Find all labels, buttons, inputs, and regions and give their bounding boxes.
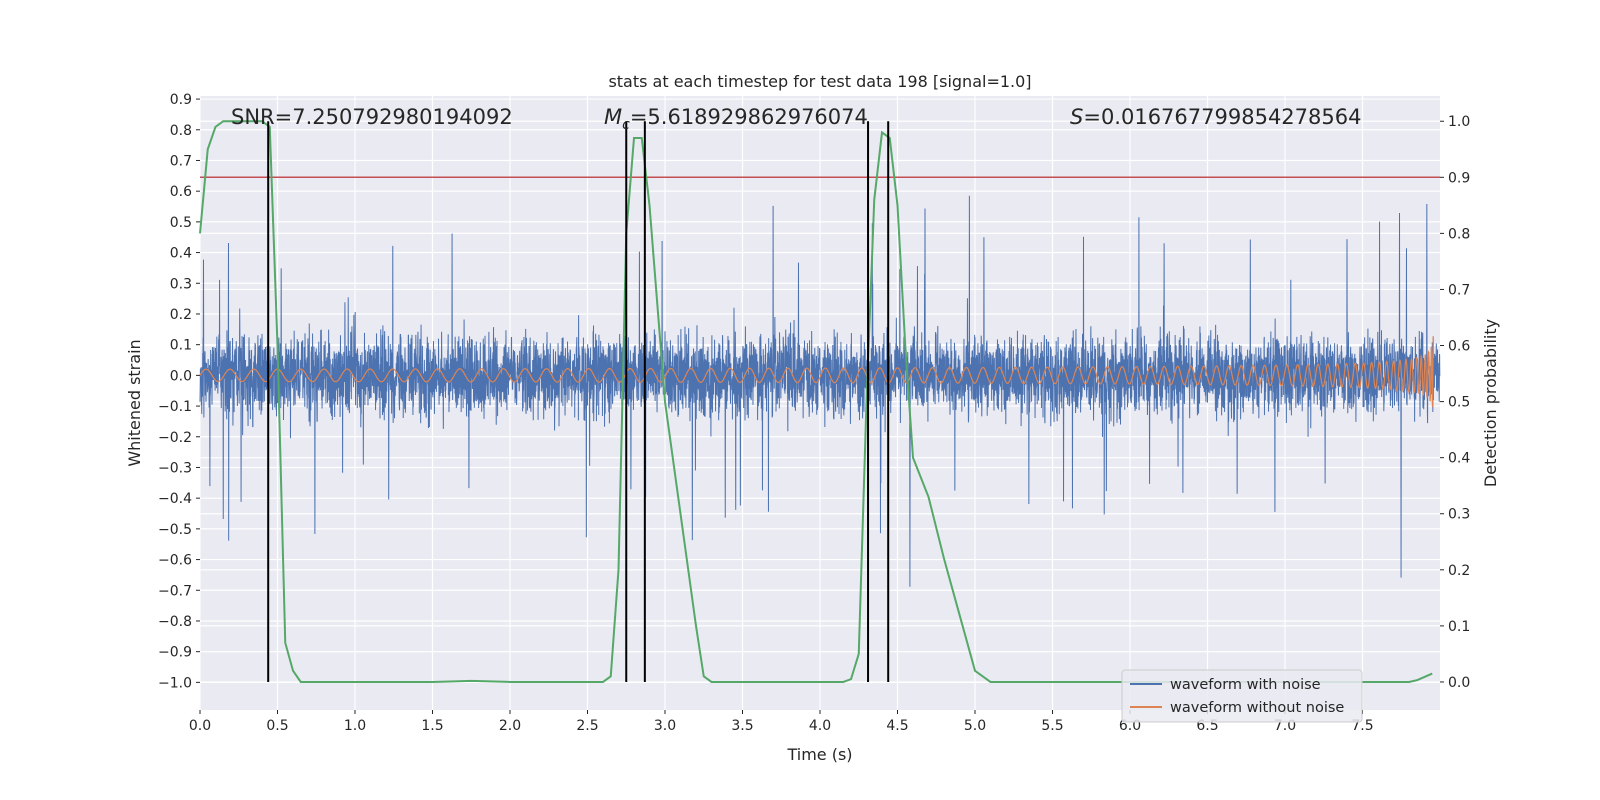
y2-tick-label: 0.9: [1448, 170, 1470, 186]
x-tick-label: 4.5: [886, 718, 908, 734]
detection-probability-line: [199, 120, 1433, 683]
legend: waveform with noise waveform without noi…: [1121, 669, 1363, 723]
clean-waveform-line: [199, 336, 1434, 408]
y-tick-label: 0.0: [170, 368, 192, 384]
y2-tick-label: 1.0: [1448, 114, 1470, 130]
y2-tick-label: 0.4: [1448, 451, 1470, 467]
y-tick-label: −0.4: [158, 491, 192, 507]
y-axis-label: Whitened strain: [125, 339, 144, 466]
y2-tick-label: 0.0: [1448, 675, 1470, 691]
y2-axis-label: Detection probability: [1481, 319, 1500, 487]
y-tick-label: 0.8: [170, 123, 192, 139]
x-tick-label: 5.5: [1041, 718, 1063, 734]
y-tick-label: −0.2: [158, 430, 192, 446]
y-tick-label: 0.6: [170, 184, 192, 200]
y-tick-label: 0.2: [170, 307, 192, 323]
x-axis-label: Time (s): [786, 745, 852, 764]
y-tick-label: −0.7: [158, 583, 192, 599]
chirp-mass-subscript: c: [622, 117, 630, 133]
legend-box: [1121, 669, 1363, 723]
x-tick-label: 2.5: [576, 718, 598, 734]
y2-tick-label: 0.3: [1448, 507, 1470, 523]
chirp-mass-value: =5.618929862976074: [630, 105, 868, 129]
y-tick-label: −0.1: [158, 399, 192, 415]
chart-title: stats at each timestep for test data 198…: [608, 72, 1031, 91]
clean-waveform-series: [199, 336, 1434, 408]
y-tick-label: 0.9: [170, 92, 192, 108]
legend-label-noisy: waveform with noise: [1170, 677, 1321, 693]
x-tick-label: 0.0: [189, 718, 211, 734]
x-tick-label: 3.5: [731, 718, 753, 734]
noisy-waveform-line: [199, 195, 1441, 587]
snr-annotation: SNR=7.250792980194092: [231, 105, 513, 129]
x-tick-label: 1.0: [344, 718, 366, 734]
noisy-waveform-series: [199, 195, 1441, 587]
y-tick-label: −0.9: [158, 645, 192, 661]
y-tick-label: −0.6: [158, 553, 192, 569]
s-annotation: S=0.016767799854278564: [1070, 105, 1361, 129]
x-tick-label: 5.0: [964, 718, 986, 734]
y-tick-label: 0.3: [170, 276, 192, 292]
y-tick-label: 0.4: [170, 246, 192, 262]
chirp-mass-annotation: Mc=5.618929862976074: [604, 105, 868, 133]
x-tick-label: 1.5: [421, 718, 443, 734]
y2-tick-label: 0.6: [1448, 339, 1470, 355]
y2-tick-label: 0.1: [1448, 619, 1470, 635]
y-tick-label: 0.5: [170, 215, 192, 231]
detection-overlays: [199, 120, 1440, 683]
y-tick-label: 0.1: [170, 338, 192, 354]
y-tick-label: −0.5: [158, 522, 192, 538]
x-tick-label: 4.0: [809, 718, 831, 734]
y2-tick-label: 0.2: [1448, 563, 1470, 579]
y-tick-label: −1.0: [158, 675, 192, 691]
x-tick-label: 0.5: [266, 718, 288, 734]
legend-label-clean: waveform without noise: [1170, 700, 1344, 716]
chirp-mass-symbol: M: [604, 105, 622, 129]
x-tick-label: 3.0: [654, 718, 676, 734]
y-tick-label: −0.8: [158, 614, 192, 630]
y-tick-label: 0.7: [170, 153, 192, 169]
y2-tick-label: 0.8: [1448, 226, 1470, 242]
axis-ticks: 0.0 0.5 1.0 1.5 2.0 2.5 3.0 3.5 4.0 4.5 5.0 5.5 6.0 6…: [158, 92, 1470, 734]
x-tick-label: 2.0: [499, 718, 521, 734]
y-tick-label: −0.3: [158, 460, 192, 476]
s-value: =0.016767799854278564: [1083, 105, 1361, 129]
y2-tick-label: 0.7: [1448, 282, 1470, 298]
y2-tick-label: 0.5: [1448, 395, 1470, 411]
s-symbol: S: [1070, 105, 1083, 129]
